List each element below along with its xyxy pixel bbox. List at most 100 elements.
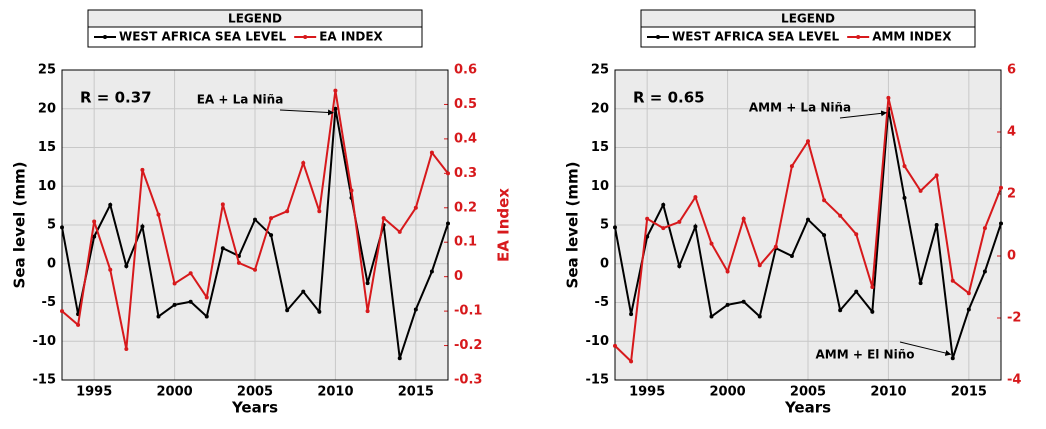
x-axis-label: Years — [784, 399, 831, 417]
y-tick-label: 25 — [591, 63, 609, 78]
point — [806, 218, 810, 222]
point — [919, 189, 923, 193]
point — [951, 279, 955, 283]
point — [205, 295, 209, 299]
point — [366, 281, 370, 285]
point — [76, 323, 80, 327]
y-tick-label: -5 — [42, 295, 56, 310]
point — [822, 198, 826, 202]
x-axis-label: Years — [231, 399, 278, 417]
point — [237, 261, 241, 265]
point — [398, 230, 402, 234]
point — [870, 285, 874, 289]
y2-tick-label: 0.6 — [454, 63, 477, 78]
annotation: R = 0.65 — [633, 89, 705, 107]
point — [414, 307, 418, 311]
x-tick-label: 2005 — [237, 385, 273, 400]
point — [430, 270, 434, 274]
point — [430, 151, 434, 155]
y-tick-label: 5 — [47, 218, 56, 233]
y-tick-label: 10 — [38, 179, 56, 194]
y2-tick-label: 4 — [1007, 125, 1016, 140]
point — [189, 300, 193, 304]
point — [124, 264, 128, 268]
point — [108, 203, 112, 207]
point — [253, 218, 257, 222]
point — [157, 213, 161, 217]
legend-swatch-dot — [303, 35, 307, 39]
point — [999, 221, 1003, 225]
point — [967, 291, 971, 295]
point — [790, 164, 794, 168]
point — [613, 344, 617, 348]
point — [157, 314, 161, 318]
point — [693, 225, 697, 229]
point — [301, 161, 305, 165]
point — [710, 242, 714, 246]
y2-tick-label: -0.3 — [454, 373, 482, 388]
y-tick-label: 15 — [591, 140, 609, 155]
point — [935, 223, 939, 227]
point — [886, 96, 890, 100]
point — [333, 89, 337, 93]
y-tick-label: -15 — [33, 373, 57, 388]
point — [758, 263, 762, 267]
y-tick-label: 10 — [591, 179, 609, 194]
point — [366, 309, 370, 313]
x-tick-label: 2005 — [790, 385, 826, 400]
x-tick-label: 2000 — [156, 385, 192, 400]
y2-tick-label: 0.5 — [454, 97, 477, 112]
legend-label: WEST AFRICA SEA LEVEL — [672, 30, 840, 44]
x-tick-label: 2015 — [398, 385, 434, 400]
point — [221, 246, 225, 250]
point — [822, 233, 826, 237]
point — [60, 309, 64, 313]
x-tick-label: 1995 — [629, 385, 665, 400]
y2-tick-label: 0 — [454, 269, 463, 284]
y2-tick-label: 0.1 — [454, 235, 477, 250]
y2-tick-label: 0 — [1007, 249, 1016, 264]
point — [854, 232, 858, 236]
point — [645, 217, 649, 221]
legend-title: LEGEND — [781, 12, 835, 26]
point — [919, 281, 923, 285]
legend-swatch-dot — [103, 35, 107, 39]
point — [870, 310, 874, 314]
x-tick-label: 1995 — [76, 385, 112, 400]
y-tick-label: 0 — [600, 256, 609, 271]
legend-label: AMM INDEX — [872, 30, 952, 44]
point — [629, 312, 633, 316]
point — [108, 268, 112, 272]
point — [253, 268, 257, 272]
x-tick-label: 2010 — [870, 385, 906, 400]
point — [301, 290, 305, 294]
y2-tick-label: 6 — [1007, 63, 1016, 78]
point — [285, 209, 289, 213]
point — [903, 164, 907, 168]
y-tick-label: 20 — [38, 101, 56, 116]
y-tick-label: -5 — [595, 295, 609, 310]
point — [935, 173, 939, 177]
point — [726, 303, 730, 307]
point — [854, 290, 858, 294]
y-axis-label: Sea level (mm) — [11, 162, 29, 289]
point — [398, 356, 402, 360]
point — [983, 226, 987, 230]
annotation: AMM + El Niño — [815, 348, 914, 362]
point — [173, 303, 177, 307]
legend-swatch-dot — [856, 35, 860, 39]
point — [285, 308, 289, 312]
y-axis-label: Sea level (mm) — [564, 162, 582, 289]
point — [629, 359, 633, 363]
point — [774, 245, 778, 249]
point — [838, 214, 842, 218]
y2-tick-label: 2 — [1007, 187, 1016, 202]
point — [742, 300, 746, 304]
y-tick-label: 15 — [38, 140, 56, 155]
x-tick-label: 2010 — [317, 385, 353, 400]
point — [124, 347, 128, 351]
point — [613, 225, 617, 229]
point — [967, 307, 971, 311]
